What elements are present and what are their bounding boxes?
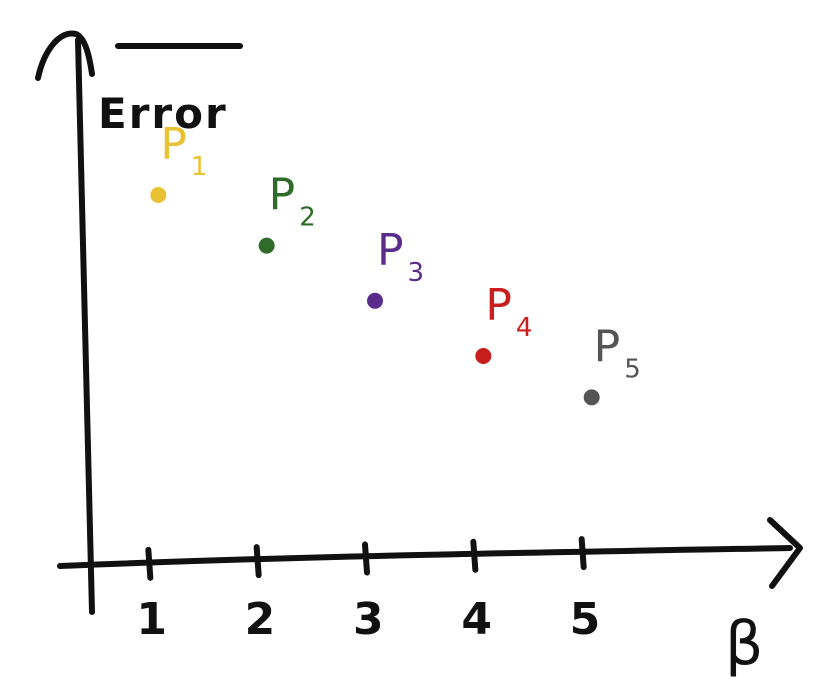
- point-p3: [367, 292, 383, 309]
- y-axis-arrow: [35, 30, 95, 81]
- point-p2: [258, 237, 275, 254]
- point-p4: [475, 348, 492, 364]
- y-axis-label: Error: [98, 89, 228, 138]
- x-axis-label: β: [725, 609, 763, 679]
- x-axis: [57, 545, 793, 569]
- x-tick-4: [470, 538, 479, 573]
- x-axis-arrow: [767, 517, 803, 589]
- x-tick-label-3: 3: [353, 594, 384, 645]
- y-axis: [75, 37, 95, 615]
- x-tick-label-4: 4: [461, 594, 492, 645]
- point-p1: [150, 187, 167, 203]
- x-tick-label-5: 5: [570, 594, 601, 645]
- x-tick-2: [253, 544, 262, 579]
- x-tick-label-2: 2: [245, 594, 276, 645]
- x-ticks: 1 2 3 4 5: [136, 536, 601, 645]
- x-tick-1: [145, 546, 154, 581]
- x-tick-5: [578, 536, 587, 571]
- data-points: P 1P 2P 3P 4 P 5: [150, 119, 641, 406]
- point-p5: [583, 389, 600, 406]
- x-tick-3: [362, 541, 370, 576]
- x-tick-label-1: 1: [136, 594, 167, 645]
